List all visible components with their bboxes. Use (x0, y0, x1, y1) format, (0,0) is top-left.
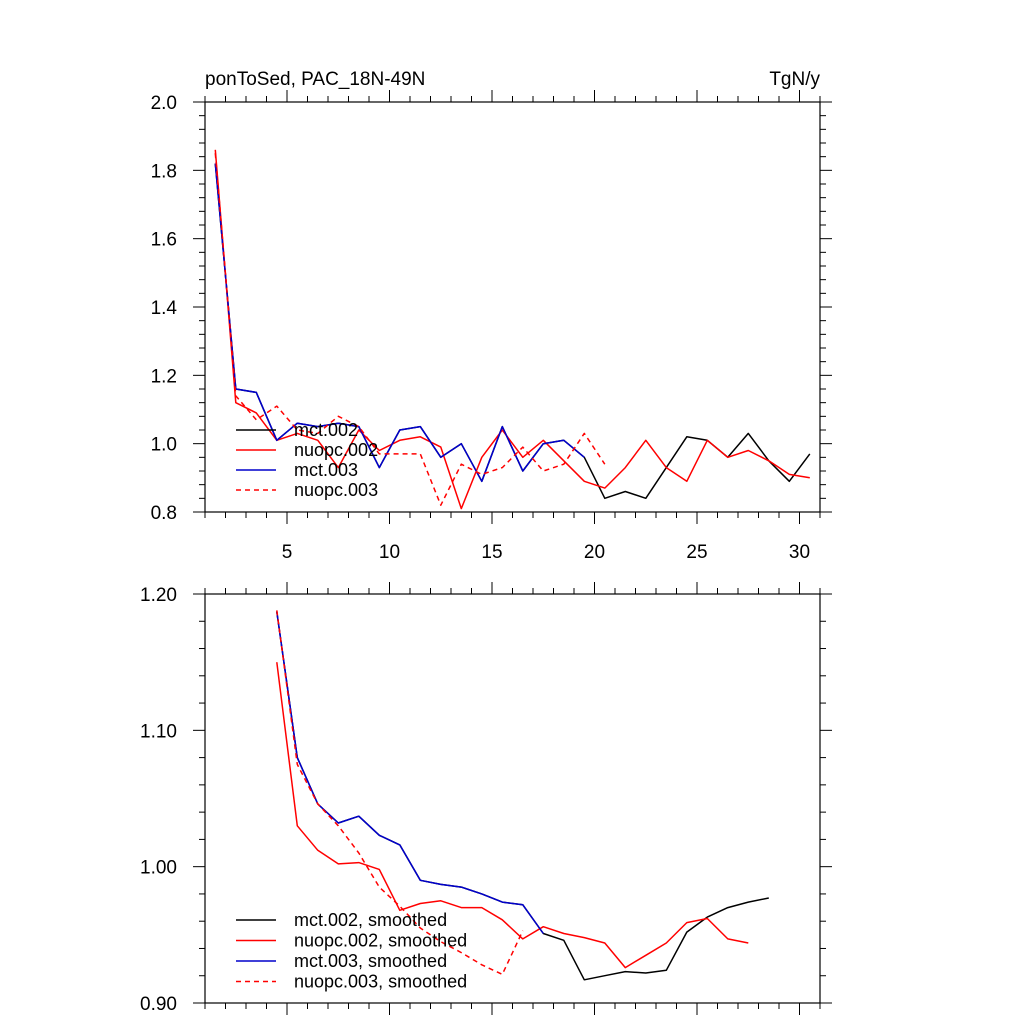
y-tick-label: 1.2 (151, 366, 177, 387)
series-line-mct-003-smoothed (276, 611, 544, 934)
legend-label: nuopc.003 (294, 480, 378, 500)
x-tick-label: 20 (584, 542, 605, 563)
y-tick-label: 1.10 (140, 721, 177, 742)
x-tick-label: 5 (282, 542, 293, 563)
series-line-mct-003 (214, 163, 585, 483)
y-tick-label: 2.0 (151, 93, 177, 114)
legend-label: nuopc.002 (294, 440, 378, 460)
y-tick-label: 1.4 (151, 298, 178, 319)
y-tick-label: 1.20 (140, 585, 177, 606)
legend-label: mct.002 (294, 420, 358, 440)
x-tick-label: 25 (686, 542, 707, 563)
chart-units: TgN/y (769, 69, 820, 90)
y-tick-label: 0.8 (151, 503, 177, 524)
legend-label: mct.003 (294, 460, 358, 480)
legend-label: nuopc.003, smoothed (294, 972, 467, 992)
y-tick-label: 1.0 (151, 435, 177, 456)
series-line-nuopc-003-smoothed (276, 610, 524, 976)
x-tick-label: 30 (789, 542, 810, 563)
chart-title: ponToSed, PAC_18N-49N (205, 69, 425, 90)
x-tick-label: 10 (379, 542, 400, 563)
series-line-nuopc-002 (214, 149, 810, 510)
legend-label: mct.003, smoothed (294, 951, 447, 971)
y-tick-label: 1.00 (140, 858, 177, 879)
top-plot: 0.81.01.21.41.61.82.05 10 15 20 25 30mct.002n… (151, 90, 832, 563)
y-tick-label: 1.6 (151, 230, 177, 251)
legend-label: mct.002, smoothed (294, 910, 447, 930)
legend-label: nuopc.002, smoothed (294, 931, 467, 951)
y-tick-label: 1.8 (151, 161, 177, 182)
x-tick-label: 15 (481, 542, 502, 563)
series-line-nuopc-002-smoothed (276, 662, 749, 969)
y-tick-label: 0.90 (140, 994, 177, 1015)
series-line-nuopc-003 (214, 153, 606, 506)
